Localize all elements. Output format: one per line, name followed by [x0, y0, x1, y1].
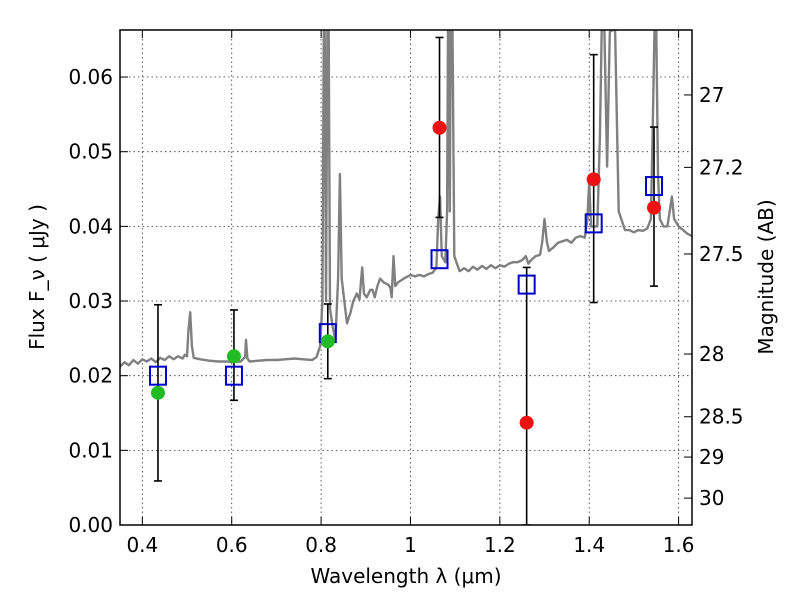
- x-tick-label: 0.8: [305, 533, 337, 557]
- plot-area: [120, 30, 692, 525]
- y-tick-label: 0.06: [68, 65, 113, 89]
- y-axis-title: Flux F_ν ( μJy ): [25, 204, 49, 350]
- magnitude-tick-label: 27.2: [699, 155, 744, 179]
- magnitude-tick-label: 28: [699, 342, 724, 366]
- observed-flux-point: [647, 200, 662, 215]
- y-tick-label: 0.05: [68, 140, 113, 164]
- photometry-square-marker: [517, 274, 536, 295]
- observed-flux-point: [150, 385, 165, 400]
- magnitude-tick-label: 28.5: [699, 405, 744, 429]
- right-axis-title: Magnitude (AB): [754, 199, 778, 354]
- magnitude-tick-label: 29: [699, 445, 724, 469]
- x-tick-label: 1.2: [484, 533, 516, 557]
- y-tick-label: 0.00: [68, 513, 113, 537]
- photometry-square-marker: [645, 176, 664, 197]
- photometry-square-marker: [584, 213, 603, 234]
- photometry-square-marker: [224, 365, 243, 386]
- grid-lines: [120, 30, 692, 526]
- x-tick-label: 1.6: [663, 533, 695, 557]
- x-tick-label: 0.6: [216, 533, 248, 557]
- x-tick-label: 1.4: [573, 533, 605, 557]
- magnitude-tick-label: 27.5: [699, 242, 744, 266]
- y-tick-label: 0.03: [68, 289, 113, 313]
- y-tick-label: 0.01: [68, 438, 113, 462]
- observed-flux-point: [519, 415, 534, 430]
- observed-flux-point: [320, 334, 335, 349]
- tick-marks: [120, 30, 692, 526]
- observed-flux-point: [586, 172, 601, 187]
- observed-flux-point: [432, 120, 447, 135]
- magnitude-tick-label: 27: [699, 83, 724, 107]
- x-tick-label: 1: [404, 533, 417, 557]
- x-tick-label: 0.4: [126, 533, 158, 557]
- observed-flux-point: [226, 349, 241, 364]
- y-tick-label: 0.04: [68, 214, 113, 238]
- plot-frame: [119, 29, 693, 526]
- tick-labels: 0.4 0.6 0.8 1 1.2 1.4 1.6 0.00 0.01 0.02 0.03 0.04 0…: [68, 65, 743, 557]
- photometry-square-marker: [430, 249, 449, 270]
- model-spectrum-line: [120, 30, 692, 368]
- x-axis-title: Wavelength λ (μm): [310, 564, 501, 588]
- y-tick-label: 0.02: [68, 364, 113, 388]
- photometry-square-marker: [148, 365, 167, 386]
- magnitude-tick-label: 30: [699, 486, 724, 510]
